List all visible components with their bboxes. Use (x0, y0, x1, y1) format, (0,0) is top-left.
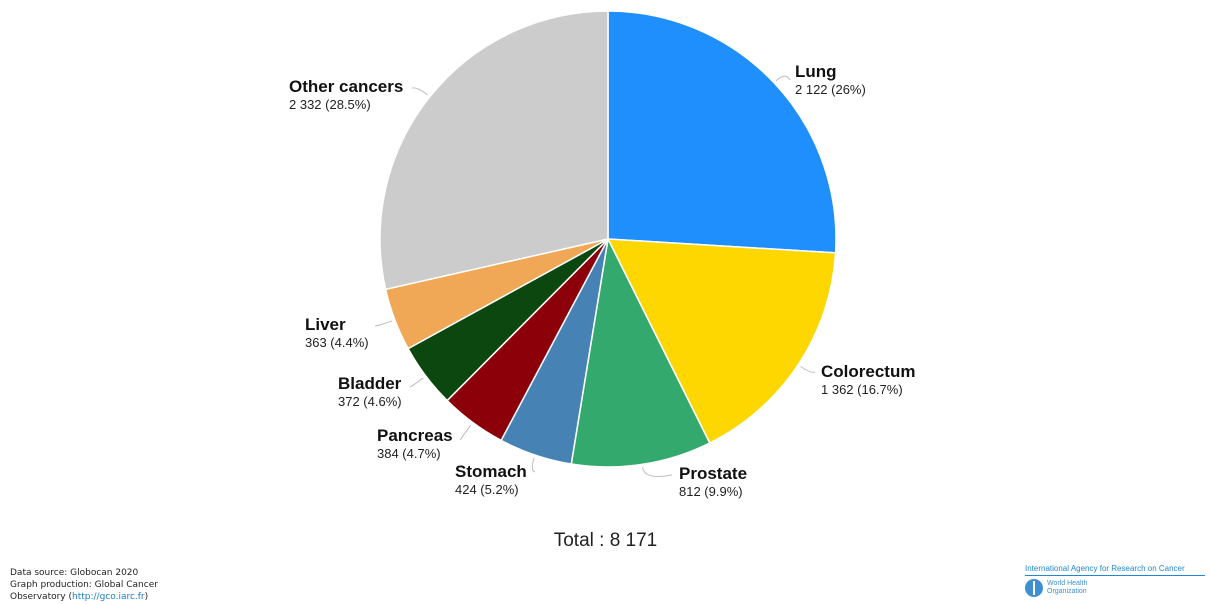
leader-line (531, 457, 536, 473)
leader-line (374, 320, 393, 327)
pie-slices (379, 10, 837, 468)
leader-line (775, 75, 791, 82)
pie-slice-other-cancers (379, 10, 609, 291)
pie-slice-prostate (570, 236, 711, 468)
footer-credits: Data source: Globocan 2020 Graph product… (10, 567, 158, 603)
pie-slice-lung (607, 10, 837, 254)
observatory-text: Observatory (http://gco.iarc.fr) (10, 592, 149, 602)
who-emblem-icon (1025, 579, 1043, 597)
slice-label-name: Other cancers (289, 77, 403, 96)
leader-line (409, 377, 424, 388)
slice-label-value: 1 362 (16.7%) (821, 382, 903, 397)
slice-label-name: Lung (795, 62, 837, 81)
slice-label-value: 424 (5.2%) (455, 482, 519, 497)
graph-production-text: Graph production: Global Cancer (10, 580, 158, 590)
slice-label-value: 384 (4.7%) (377, 446, 441, 461)
leader-line (642, 467, 673, 477)
slice-label-name: Prostate (679, 464, 747, 483)
slice-label-name: Bladder (338, 374, 402, 393)
slice-label-value: 812 (9.9%) (679, 484, 743, 499)
data-source-text: Data source: Globocan 2020 (10, 568, 139, 578)
leader-lines (374, 75, 816, 477)
leader-line (800, 366, 816, 373)
slice-label-name: Pancreas (377, 426, 453, 445)
pie-slice-colorectum (606, 238, 837, 445)
slice-label-value: 363 (4.4%) (305, 335, 369, 350)
who-logo: World Health Organization (1025, 579, 1205, 597)
slice-label-name: Colorectum (821, 362, 915, 381)
leader-line (459, 424, 472, 441)
total-label: Total : 8 171 (553, 530, 658, 551)
leader-line (411, 87, 428, 96)
gco-link[interactable]: http://gco.iarc.fr (72, 592, 145, 602)
slice-label-name: Liver (305, 315, 346, 334)
iarc-logo-text: International Agency for Research on Can… (1025, 564, 1205, 576)
logos: International Agency for Research on Can… (1025, 564, 1205, 597)
slice-label-name: Stomach (455, 462, 527, 481)
slice-label-value: 2 122 (26%) (795, 82, 866, 97)
slice-label-value: 372 (4.6%) (338, 394, 402, 409)
slice-label-value: 2 332 (28.5%) (289, 97, 371, 112)
